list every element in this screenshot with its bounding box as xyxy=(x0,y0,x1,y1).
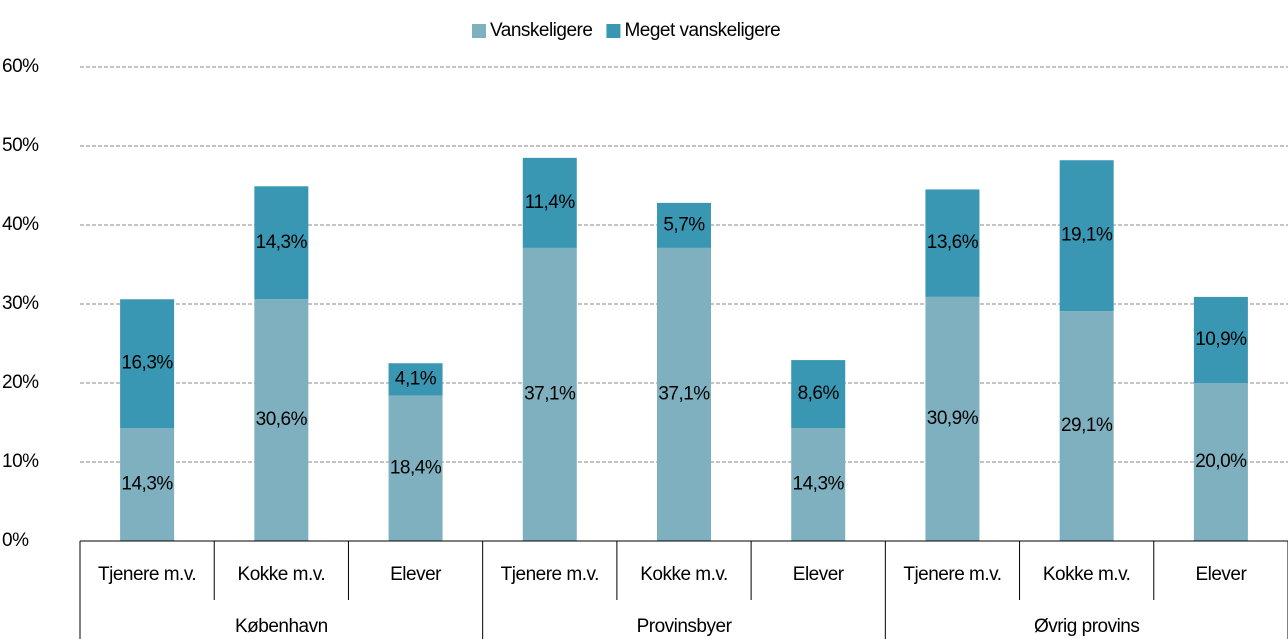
x-tick-label: Kokke m.v. xyxy=(1043,564,1131,585)
data-label: 11,4% xyxy=(525,192,576,213)
x-tick-label: Elever xyxy=(390,564,442,585)
bar-segment xyxy=(791,428,846,541)
bar-segment xyxy=(1193,296,1248,383)
bar-segment xyxy=(925,189,980,297)
y-tick-label: 20% xyxy=(2,372,39,393)
x-tick-label: Tjenere m.v. xyxy=(903,564,1001,585)
y-tick-label: 60% xyxy=(2,56,39,77)
bar-segment xyxy=(120,299,175,429)
x-tick-label: Tjenere m.v. xyxy=(98,564,196,585)
y-tick-label: 10% xyxy=(2,451,39,472)
group-label: Øvrig provins xyxy=(1034,616,1139,637)
y-tick-label: 50% xyxy=(2,135,39,156)
bar-segment xyxy=(522,247,577,541)
y-tick-label: 40% xyxy=(2,214,39,235)
data-label: 19,1% xyxy=(1061,225,1113,246)
group-label: Provinsbyer xyxy=(637,616,733,637)
data-label: 30,9% xyxy=(927,408,979,429)
data-label: 14,3% xyxy=(121,474,173,495)
bar-segment xyxy=(254,299,309,541)
bar-segment xyxy=(657,247,711,541)
bar-segment xyxy=(388,395,443,541)
data-label: 18,4% xyxy=(390,457,442,478)
bar-segment xyxy=(522,157,577,248)
x-tick-label: Tjenere m.v. xyxy=(501,564,599,585)
bar-segment xyxy=(254,186,309,300)
bar-segment xyxy=(925,296,980,541)
data-label: 30,6% xyxy=(256,409,308,430)
x-tick-label: Elever xyxy=(1195,564,1247,585)
group-label: København xyxy=(235,616,328,637)
data-label: 14,3% xyxy=(256,232,308,253)
bar-segment xyxy=(1059,311,1114,541)
legend-label: Vanskeligere xyxy=(490,20,592,41)
data-label: 20,0% xyxy=(1195,451,1247,472)
bar-segment xyxy=(791,360,846,429)
bar-segment xyxy=(657,202,711,248)
data-label: 5,7% xyxy=(663,214,705,235)
data-label: 37,1% xyxy=(658,383,710,404)
bar-segment xyxy=(1059,160,1114,312)
data-label: 10,9% xyxy=(1195,329,1247,350)
data-label: 8,6% xyxy=(798,383,840,404)
y-tick-label: 0% xyxy=(2,530,29,551)
data-label: 16,3% xyxy=(121,353,173,374)
y-tick-label: 30% xyxy=(2,293,39,314)
data-label: 13,6% xyxy=(927,232,979,253)
data-label: 37,1% xyxy=(524,383,576,404)
bar-segment xyxy=(1193,383,1248,541)
data-label: 29,1% xyxy=(1061,415,1113,436)
legend-swatch xyxy=(472,24,486,38)
bar-segment xyxy=(120,428,175,541)
legend-label: Meget vanskeligere xyxy=(624,20,780,41)
bar-segment xyxy=(388,363,443,396)
x-tick-label: Kokke m.v. xyxy=(640,564,728,585)
data-label: 4,1% xyxy=(395,368,437,389)
data-label: 14,3% xyxy=(793,474,845,495)
legend-swatch xyxy=(606,24,621,38)
x-tick-label: Elever xyxy=(793,564,845,585)
x-tick-label: Kokke m.v. xyxy=(238,564,326,585)
